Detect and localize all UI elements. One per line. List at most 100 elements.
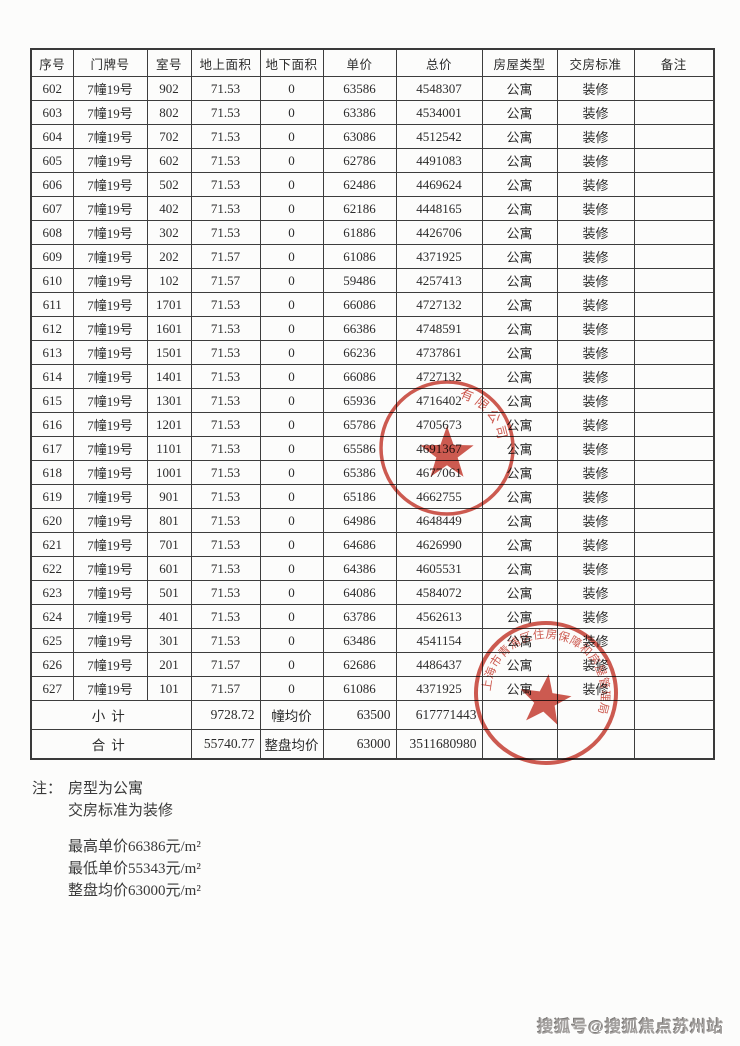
table-cell: 71.57 (190, 268, 261, 293)
table-cell (633, 508, 715, 533)
summary-label: 合计 (30, 729, 192, 760)
table-cell: 62786 (322, 148, 397, 173)
table-cell: 0 (259, 100, 324, 125)
table-cell: 66236 (322, 340, 397, 365)
table-cell: 4737861 (395, 340, 483, 365)
table-cell: 0 (259, 556, 324, 581)
table-cell: 608 (30, 220, 74, 245)
table-cell: 62686 (322, 652, 397, 677)
table-cell (633, 364, 715, 389)
table-cell: 7幢19号 (72, 244, 148, 269)
table-cell (633, 604, 715, 629)
price-table: 序号 门牌号 室号 地上面积 地下面积 单价 总价 房屋类型 交房标准 备注 602 7幢19号 90… (30, 48, 715, 760)
table-row: 625 7幢19号 301 71.53 0 63486 4541154 公寓 装修 (30, 628, 715, 653)
column-header: 地下面积 (259, 48, 324, 77)
table-cell: 装修 (556, 484, 635, 509)
table-cell: 602 (30, 76, 74, 101)
subtotal-row: 小计 9728.72 幢均价 63500 617771443 (30, 700, 715, 730)
table-cell: 302 (146, 220, 192, 245)
table-cell (633, 556, 715, 581)
table-cell: 7幢19号 (72, 676, 148, 701)
table-cell: 4727132 (395, 292, 483, 317)
table-cell: 1701 (146, 292, 192, 317)
table-cell: 801 (146, 508, 192, 533)
table-cell: 71.53 (190, 340, 261, 365)
table-cell: 4448165 (395, 196, 483, 221)
table-cell: 4534001 (395, 100, 483, 125)
table-cell: 0 (259, 532, 324, 557)
table-cell: 71.53 (190, 460, 261, 485)
table-cell: 公寓 (481, 316, 558, 341)
table-cell: 71.53 (190, 436, 261, 461)
table-cell: 4469624 (395, 172, 483, 197)
column-header: 地上面积 (190, 48, 261, 77)
summary-avg-price: 63000 (322, 729, 397, 760)
table-cell: 7幢19号 (72, 460, 148, 485)
table-cell: 201 (146, 652, 192, 677)
table-cell (633, 148, 715, 173)
table-cell: 701 (146, 532, 192, 557)
column-header: 序号 (30, 48, 74, 77)
table-cell: 502 (146, 172, 192, 197)
table-cell: 7幢19号 (72, 556, 148, 581)
table-cell: 71.53 (190, 556, 261, 581)
table-cell (633, 196, 715, 221)
table-cell: 71.53 (190, 508, 261, 533)
table-cell: 702 (146, 124, 192, 149)
table-cell: 62486 (322, 172, 397, 197)
table-cell: 901 (146, 484, 192, 509)
table-cell: 59486 (322, 268, 397, 293)
table-cell (633, 172, 715, 197)
table-cell: 公寓 (481, 340, 558, 365)
table-cell: 公寓 (481, 412, 558, 437)
table-cell (633, 340, 715, 365)
table-cell: 621 (30, 532, 74, 557)
table-cell (633, 532, 715, 557)
table-cell: 公寓 (481, 172, 558, 197)
table-cell: 7幢19号 (72, 316, 148, 341)
table-cell: 71.53 (190, 148, 261, 173)
table-cell: 公寓 (481, 100, 558, 125)
table-cell: 0 (259, 292, 324, 317)
table-cell: 63386 (322, 100, 397, 125)
table-row: 624 7幢19号 401 71.53 0 63786 4562613 公寓 装修 (30, 604, 715, 629)
table-cell: 7幢19号 (72, 268, 148, 293)
table-cell: 7幢19号 (72, 172, 148, 197)
table-cell: 0 (259, 412, 324, 437)
table-cell: 公寓 (481, 244, 558, 269)
table-cell (633, 628, 715, 653)
table-cell: 802 (146, 100, 192, 125)
table-cell: 装修 (556, 292, 635, 317)
table-cell: 公寓 (481, 628, 558, 653)
table-row: 621 7幢19号 701 71.53 0 64686 4626990 公寓 装修 (30, 532, 715, 557)
column-header: 单价 (322, 48, 397, 77)
table-cell: 1101 (146, 436, 192, 461)
table-cell: 402 (146, 196, 192, 221)
table-cell (556, 700, 635, 730)
table-cell: 0 (259, 172, 324, 197)
table-cell: 625 (30, 628, 74, 653)
table-cell: 71.53 (190, 532, 261, 557)
table-cell: 装修 (556, 508, 635, 533)
table-cell: 71.53 (190, 172, 261, 197)
government-seal-stamp: 上海市青浦区住房保障和房屋管理局 (474, 618, 620, 765)
table-cell: 0 (259, 196, 324, 221)
summary-avg-label: 整盘均价 (259, 729, 324, 760)
summary-area: 55740.77 (190, 729, 261, 760)
table-cell: 1501 (146, 340, 192, 365)
table-cell: 71.53 (190, 196, 261, 221)
table-cell: 4512542 (395, 124, 483, 149)
table-cell: 0 (259, 676, 324, 701)
table-cell: 公寓 (481, 580, 558, 605)
table-cell (633, 436, 715, 461)
table-cell: 0 (259, 124, 324, 149)
table-body: 602 7幢19号 902 71.53 0 63586 4548307 公寓 装修 603 7幢19… (30, 76, 715, 760)
table-cell: 0 (259, 580, 324, 605)
table-cell: 7幢19号 (72, 652, 148, 677)
table-row: 602 7幢19号 902 71.53 0 63586 4548307 公寓 装修 (30, 76, 715, 101)
table-cell: 7幢19号 (72, 604, 148, 629)
table-cell: 0 (259, 652, 324, 677)
table-cell: 102 (146, 268, 192, 293)
table-cell: 公寓 (481, 124, 558, 149)
table-cell: 0 (259, 220, 324, 245)
